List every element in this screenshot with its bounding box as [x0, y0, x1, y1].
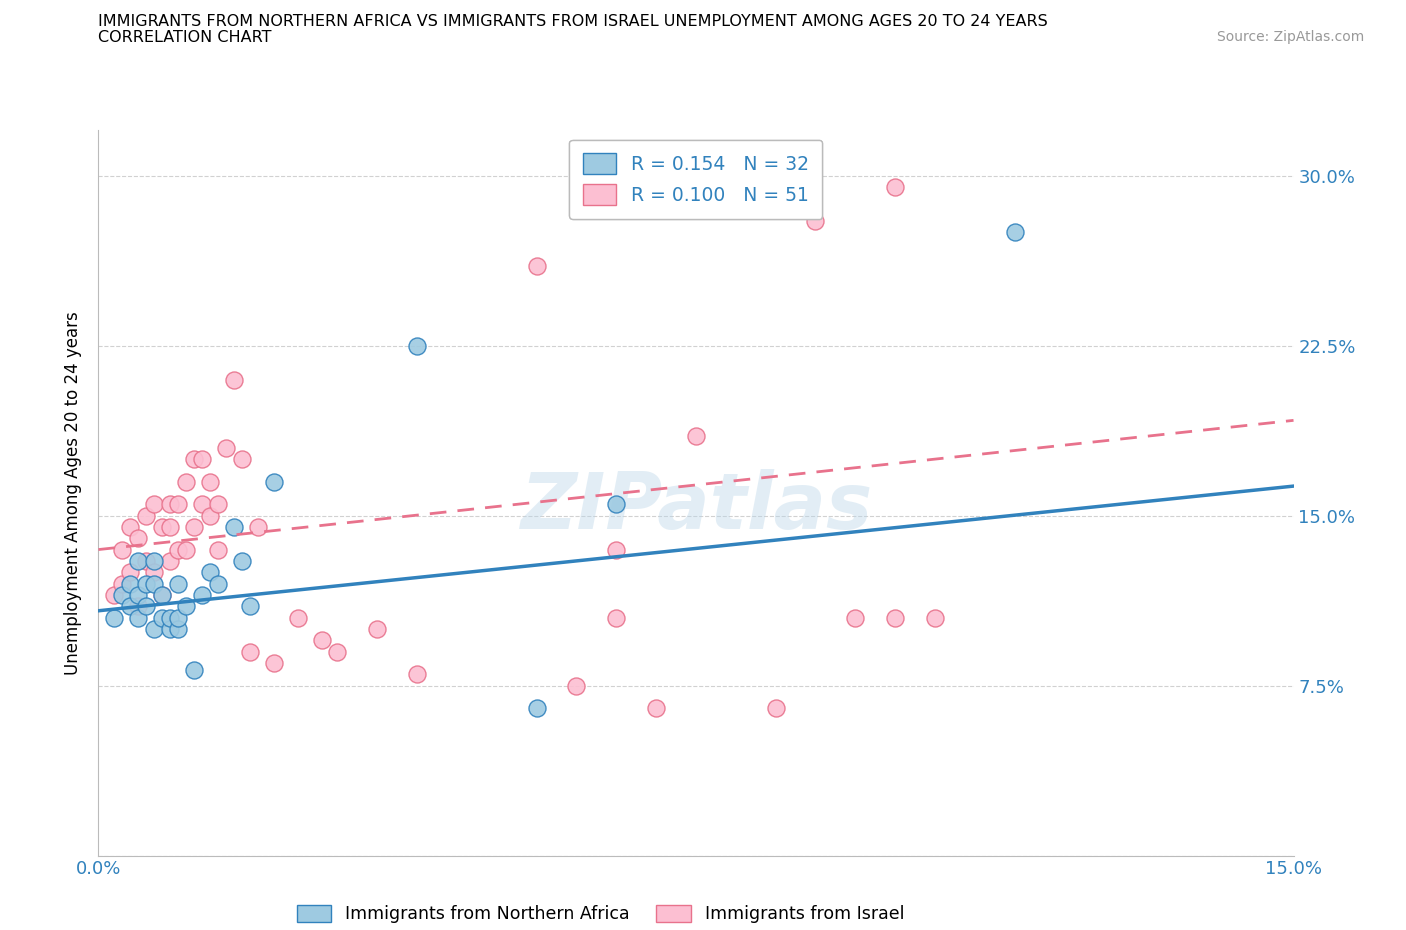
Point — [135, 508, 157, 523]
Point — [406, 667, 429, 682]
Point — [191, 588, 214, 603]
Point — [159, 621, 181, 636]
Point — [120, 577, 142, 591]
Point — [231, 451, 253, 466]
Point — [198, 565, 221, 579]
Point — [120, 520, 142, 535]
Point — [685, 429, 707, 444]
Point — [207, 577, 229, 591]
Point — [111, 588, 134, 603]
Point — [127, 599, 149, 614]
Point — [884, 179, 907, 194]
Point — [143, 621, 166, 636]
Point — [183, 520, 205, 535]
Point — [884, 610, 907, 625]
Point — [326, 644, 349, 659]
Point — [311, 632, 333, 647]
Point — [207, 497, 229, 512]
Point — [167, 542, 190, 557]
Point — [207, 542, 229, 557]
Point — [120, 599, 142, 614]
Point — [645, 701, 668, 716]
Point — [150, 520, 173, 535]
Point — [143, 577, 166, 591]
Point — [605, 610, 627, 625]
Point — [222, 372, 245, 387]
Y-axis label: Unemployment Among Ages 20 to 24 years: Unemployment Among Ages 20 to 24 years — [65, 311, 83, 675]
Point — [127, 610, 149, 625]
Point — [167, 577, 190, 591]
Point — [159, 610, 181, 625]
Point — [159, 553, 181, 568]
Point — [150, 610, 173, 625]
Point — [1004, 225, 1026, 240]
Point — [183, 451, 205, 466]
Point — [191, 497, 214, 512]
Point — [143, 497, 166, 512]
Point — [222, 520, 245, 535]
Point — [150, 588, 173, 603]
Point — [150, 588, 173, 603]
Point — [167, 610, 190, 625]
Point — [127, 531, 149, 546]
Point — [135, 553, 157, 568]
Point — [183, 662, 205, 677]
Point — [565, 678, 588, 693]
Point — [239, 644, 262, 659]
Point — [246, 520, 269, 535]
Point — [111, 577, 134, 591]
Point — [263, 474, 285, 489]
Point — [924, 610, 946, 625]
Point — [127, 553, 149, 568]
Point — [263, 656, 285, 671]
Point — [605, 542, 627, 557]
Point — [215, 440, 238, 455]
Point — [231, 553, 253, 568]
Point — [159, 520, 181, 535]
Point — [143, 553, 166, 568]
Point — [174, 542, 197, 557]
Point — [127, 588, 149, 603]
Point — [174, 599, 197, 614]
Point — [174, 474, 197, 489]
Point — [366, 621, 388, 636]
Point — [111, 542, 134, 557]
Text: ZIPatlas: ZIPatlas — [520, 470, 872, 545]
Point — [526, 701, 548, 716]
Point — [103, 610, 125, 625]
Text: IMMIGRANTS FROM NORTHERN AFRICA VS IMMIGRANTS FROM ISRAEL UNEMPLOYMENT AMONG AGE: IMMIGRANTS FROM NORTHERN AFRICA VS IMMIG… — [98, 14, 1047, 29]
Point — [135, 577, 157, 591]
Point — [605, 497, 627, 512]
Point — [103, 588, 125, 603]
Point — [844, 610, 866, 625]
Point — [287, 610, 309, 625]
Point — [167, 497, 190, 512]
Point — [135, 599, 157, 614]
Point — [526, 259, 548, 273]
Legend: R = 0.154   N = 32, R = 0.100   N = 51: R = 0.154 N = 32, R = 0.100 N = 51 — [569, 140, 823, 219]
Point — [167, 621, 190, 636]
Point — [191, 451, 214, 466]
Text: Source: ZipAtlas.com: Source: ZipAtlas.com — [1216, 30, 1364, 44]
Point — [804, 214, 827, 229]
Point — [159, 497, 181, 512]
Point — [198, 508, 221, 523]
Point — [239, 599, 262, 614]
Point — [143, 565, 166, 579]
Point — [198, 474, 221, 489]
Text: CORRELATION CHART: CORRELATION CHART — [98, 30, 271, 45]
Point — [406, 339, 429, 353]
Point — [765, 701, 787, 716]
Point — [120, 565, 142, 579]
